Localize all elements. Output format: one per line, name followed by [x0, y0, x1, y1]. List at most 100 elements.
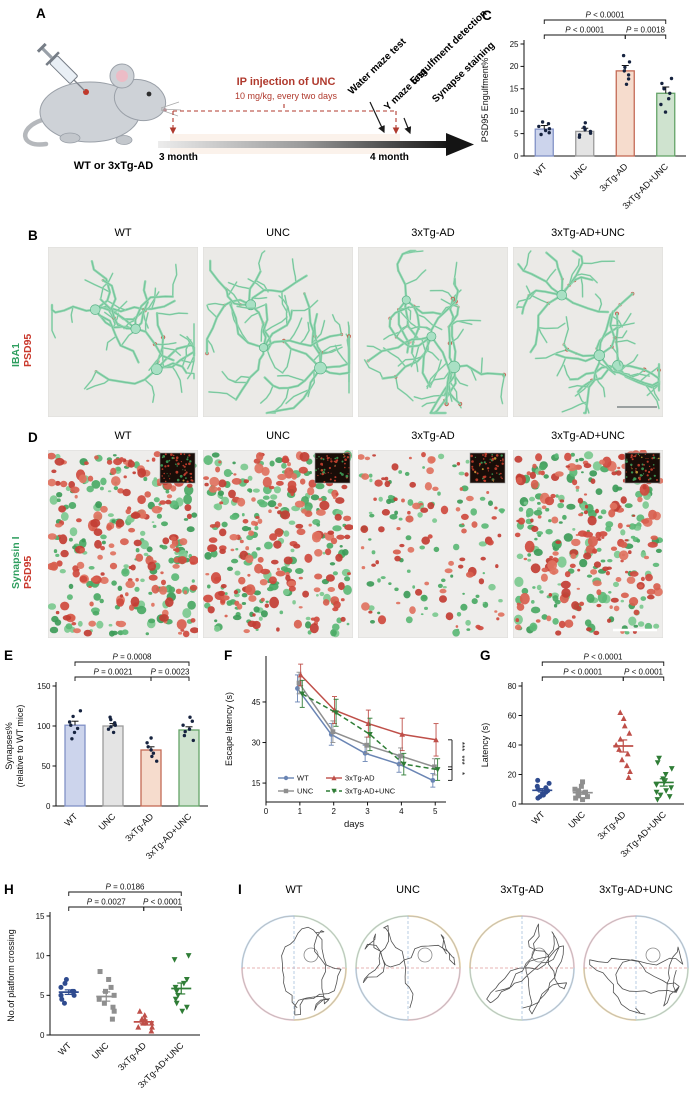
image-title: WT	[114, 227, 132, 239]
svg-text:80: 80	[508, 682, 517, 691]
swim-path-diagrams	[241, 915, 689, 1021]
panel-label-c: C	[482, 8, 492, 23]
svg-text:P = 0.0008: P = 0.0008	[113, 653, 152, 662]
svg-text:Escape latency (s): Escape latency (s)	[224, 692, 234, 766]
svg-text:P < 0.0001: P < 0.0001	[624, 668, 663, 677]
image-title: 3xTg-AD	[411, 227, 455, 239]
image-title: UNC	[266, 227, 290, 239]
timeline-bar	[158, 141, 448, 148]
svg-text:5: 5	[40, 991, 45, 1000]
y-maze-arrow	[403, 117, 412, 135]
svg-text:2: 2	[331, 807, 336, 816]
synapse-image-unc	[203, 450, 353, 638]
svg-text:50: 50	[42, 762, 51, 771]
synapsin-label: Synapsin I	[10, 536, 22, 589]
svg-text:WT: WT	[56, 1040, 73, 1057]
svg-text:150: 150	[37, 682, 51, 691]
svg-text:20: 20	[510, 62, 519, 71]
panel-label-d: D	[28, 430, 38, 445]
svg-text:P = 0.0018: P = 0.0018	[626, 26, 665, 35]
svg-text:0: 0	[512, 800, 517, 809]
svg-text:P < 0.0001: P < 0.0001	[563, 668, 602, 677]
svg-text:WT: WT	[62, 811, 79, 828]
svg-text:UNC: UNC	[568, 161, 589, 182]
syringe-icon	[36, 42, 86, 92]
svg-text:15: 15	[252, 779, 261, 788]
svg-text:P = 0.0021: P = 0.0021	[94, 668, 133, 677]
svg-text:0: 0	[264, 807, 269, 816]
svg-text:P < 0.0001: P < 0.0001	[143, 898, 182, 907]
svg-text:WT: WT	[532, 161, 549, 178]
microglia-image-unc	[203, 247, 353, 417]
panel-label-a: A	[36, 6, 46, 21]
svg-text:Latency (s): Latency (s)	[480, 723, 490, 768]
panel-label-f: F	[224, 648, 233, 663]
svg-text:***: ***	[457, 755, 466, 764]
panel-label-b: B	[28, 228, 38, 243]
svg-text:0: 0	[40, 1031, 45, 1040]
svg-text:WT: WT	[297, 774, 309, 783]
panel-label-i: I	[238, 882, 242, 897]
svg-text:WT: WT	[530, 809, 547, 826]
panel-a-schematic: WT or 3xTg-AD IP injection of UNC 10 mg/…	[18, 2, 497, 224]
chart-platform-crossing: 0 5 10 15 WT UNC 3xTg-AD 3xTg-AD+UNC No.of platf…	[2, 876, 220, 1101]
microglia-image-3xtg	[358, 247, 508, 417]
panel-b-microglia: WT UNC 3xTg-AD 3xTg-AD+UNC IBA1 PSD95	[0, 225, 698, 427]
svg-text:UNC: UNC	[90, 1040, 111, 1061]
microglia-image-3xtg-unc	[513, 247, 663, 417]
injection-dose: 10 mg/kg, every two days	[234, 91, 338, 101]
water-maze-arrow	[369, 101, 385, 134]
panel-label-g: G	[480, 648, 491, 663]
svg-text:25: 25	[510, 40, 519, 49]
svg-text:3xTg-AD: 3xTg-AD	[345, 774, 375, 783]
svg-text:(relative to WT mice): (relative to WT mice)	[15, 705, 25, 788]
svg-text:P = 0.0027: P = 0.0027	[87, 898, 126, 907]
svg-text:P = 0.0186: P = 0.0186	[106, 883, 145, 892]
panel-label-h: H	[4, 882, 14, 897]
mouse-eye	[146, 91, 152, 97]
image-title: UNC	[266, 430, 290, 442]
svg-text:10: 10	[36, 951, 45, 960]
chart-latency: 0 20 40 60 80 WT UNC 3xTg-AD 3xTg-AD+UNC Latency …	[476, 642, 698, 880]
study-timeline-graphic	[23, 42, 474, 156]
iba1-label: IBA1	[10, 343, 22, 367]
image-title: WT	[114, 430, 132, 442]
svg-text:0: 0	[46, 802, 51, 811]
timeline-3month-label: 3 month	[159, 152, 198, 163]
mouse-genotype-label: WT or 3xTg-AD	[73, 160, 154, 172]
svg-text:days: days	[344, 819, 364, 830]
injection-period-bracket	[169, 104, 400, 135]
svg-text:4: 4	[399, 807, 404, 816]
image-title: 3xTg-AD+UNC	[551, 227, 625, 239]
svg-text:10: 10	[510, 107, 519, 116]
svg-text:100: 100	[37, 722, 51, 731]
timeline-4month-label: 4 month	[370, 152, 409, 163]
svg-text:0: 0	[514, 152, 519, 161]
mouse-tail	[23, 117, 49, 147]
panel-i-swim-paths: WT UNC 3xTg-AD 3xTg-AD+UNC	[230, 878, 698, 1098]
chart-synapses-percent: 0 50 100 150 WT UNC 3xTg-AD 3xTg-AD+UNC Synapses…	[2, 642, 220, 880]
svg-text:15: 15	[510, 85, 519, 94]
svg-text:Synapses%: Synapses%	[4, 722, 14, 770]
svg-text:P < 0.0001: P < 0.0001	[565, 26, 604, 35]
svg-text:3xTg-AD: 3xTg-AD	[116, 1040, 149, 1073]
svg-text:20: 20	[508, 770, 517, 779]
image-title: 3xTg-AD+UNC	[551, 430, 625, 442]
svg-text:PSD95 Engulfment%: PSD95 Engulfment%	[480, 58, 490, 143]
maze-title: 3xTg-AD+UNC	[599, 884, 673, 896]
svg-text:***: ***	[457, 742, 466, 751]
svg-text:P < 0.0001: P < 0.0001	[584, 653, 623, 662]
mouse-illustration	[23, 42, 182, 147]
svg-text:3: 3	[365, 807, 370, 816]
maze-title: 3xTg-AD	[500, 884, 544, 896]
synapse-image-3xtg	[358, 450, 508, 638]
panel-d-synapses: WT UNC 3xTg-AD 3xTg-AD+UNC Synapsin I PS…	[0, 428, 698, 643]
svg-text:UNC: UNC	[566, 809, 587, 830]
svg-text:1: 1	[298, 807, 303, 816]
timeline-arrowhead	[446, 133, 474, 156]
svg-text:60: 60	[508, 711, 517, 720]
